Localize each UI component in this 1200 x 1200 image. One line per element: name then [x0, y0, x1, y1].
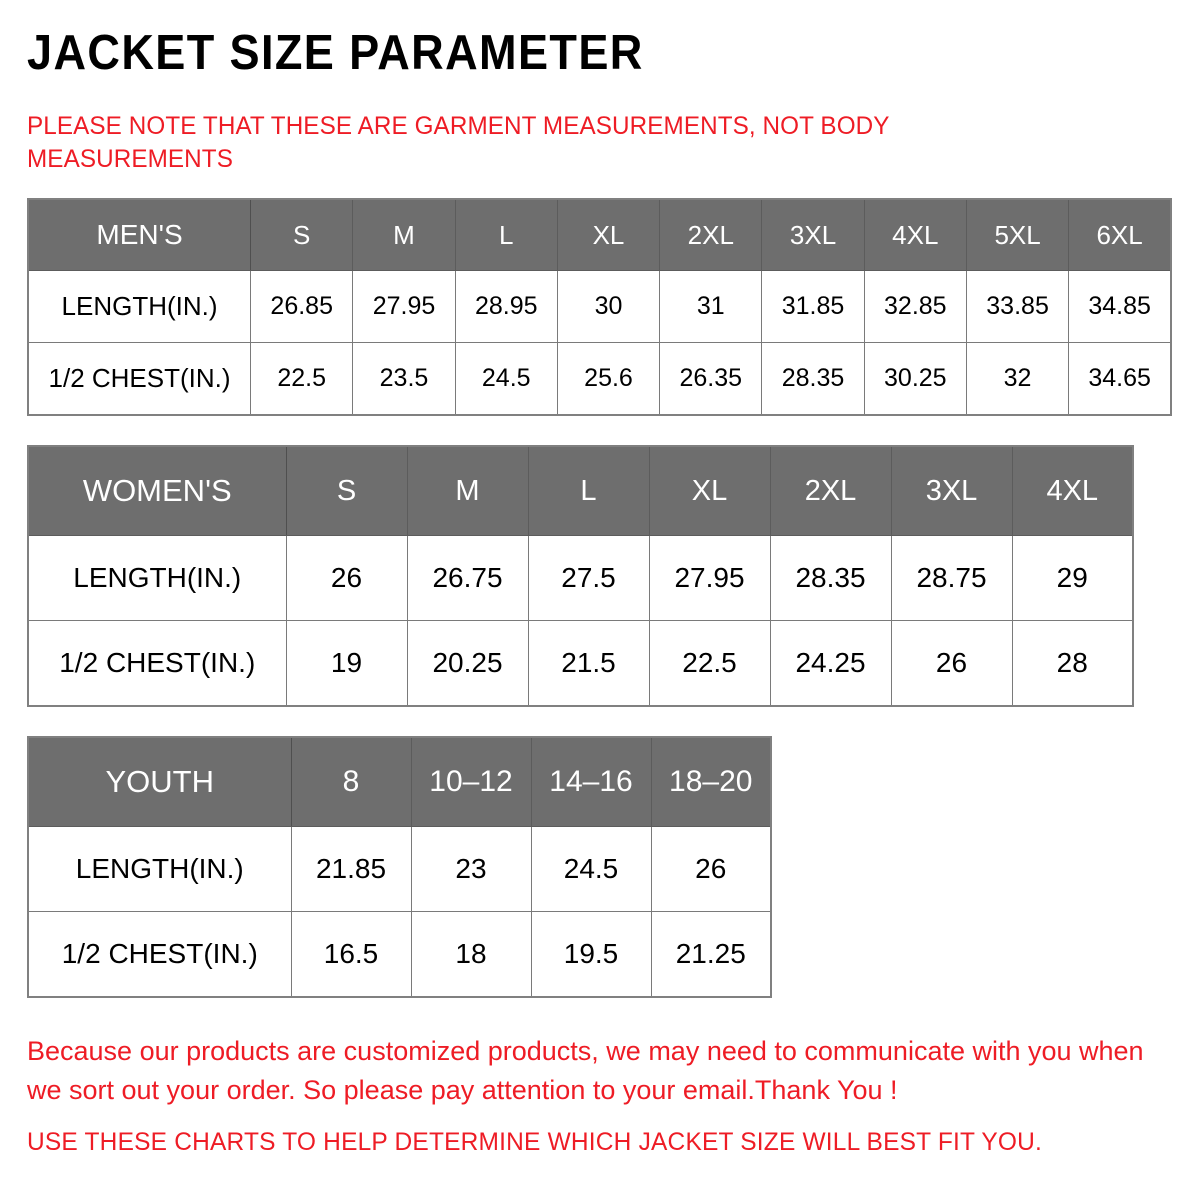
table-header-row: WOMEN'S S M L XL 2XL 3XL 4XL [27, 445, 1134, 536]
womens-table-header: WOMEN'S S M L XL 2XL 3XL 4XL [27, 445, 1134, 536]
table-cell: 30 [556, 270, 661, 343]
mens-row-label-chest: 1/2 CHEST(IN.) [27, 342, 252, 416]
table-cell: 18 [410, 911, 532, 998]
womens-col-4xl: 4XL [1011, 445, 1134, 536]
womens-col-xl: XL [648, 445, 771, 536]
table-cell: 21.25 [650, 911, 772, 998]
table-cell: 33.85 [965, 270, 1070, 343]
table-cell: 22.5 [648, 620, 771, 707]
youth-table-header: YOUTH 8 10–12 14–16 18–20 [27, 736, 772, 827]
table-cell: 28.95 [454, 270, 558, 343]
mens-col-5xl: 5XL [965, 198, 1070, 271]
table-cell: 26.35 [659, 342, 763, 416]
mens-row-label-length: LENGTH(IN.) [27, 270, 252, 343]
table-cell: 31 [659, 270, 763, 343]
table-row: 1/2 CHEST(IN.) 22.5 23.5 24.5 25.6 26.35… [27, 342, 1172, 416]
table-row: 1/2 CHEST(IN.) 16.5 18 19.5 21.25 [27, 911, 772, 998]
table-cell: 34.65 [1068, 342, 1172, 416]
womens-table-body: LENGTH(IN.) 26 26.75 27.5 27.95 28.35 28… [27, 535, 1134, 707]
table-cell: 26 [890, 620, 1013, 707]
womens-col-2xl: 2XL [769, 445, 892, 536]
mens-col-2xl: 2XL [659, 198, 763, 271]
youth-table-title: YOUTH [27, 736, 292, 827]
table-cell: 20.25 [406, 620, 529, 707]
table-cell: 24.25 [769, 620, 892, 707]
customized-products-note: Because our products are customized prod… [27, 1036, 1144, 1106]
table-cell: 32 [965, 342, 1070, 416]
youth-col-14-16: 14–16 [530, 736, 652, 827]
womens-size-table: WOMEN'S S M L XL 2XL 3XL 4XL LENGTH(IN.)… [27, 445, 1134, 707]
table-cell: 16.5 [290, 911, 412, 998]
table-cell: 30.25 [863, 342, 967, 416]
youth-col-10-12: 10–12 [410, 736, 532, 827]
table-cell: 19.5 [530, 911, 652, 998]
table-cell: 29 [1011, 535, 1134, 621]
table-cell: 23 [410, 826, 532, 912]
table-row: LENGTH(IN.) 26.85 27.95 28.95 30 31 31.8… [27, 270, 1172, 343]
mens-col-s: S [250, 198, 354, 271]
youth-size-table: YOUTH 8 10–12 14–16 18–20 LENGTH(IN.) 21… [27, 736, 772, 998]
youth-row-label-length: LENGTH(IN.) [27, 826, 292, 912]
page-title: JACKET SIZE PARAMETER [27, 26, 644, 80]
table-cell: 28.35 [769, 535, 892, 621]
table-cell: 22.5 [250, 342, 354, 416]
mens-col-4xl: 4XL [863, 198, 967, 271]
table-cell: 26 [285, 535, 408, 621]
table-cell: 24.5 [454, 342, 558, 416]
table-cell: 31.85 [761, 270, 865, 343]
table-cell: 19 [285, 620, 408, 707]
table-header-row: YOUTH 8 10–12 14–16 18–20 [27, 736, 772, 827]
youth-col-18-20: 18–20 [650, 736, 772, 827]
table-header-row: MEN'S S M L XL 2XL 3XL 4XL 5XL 6XL [27, 198, 1172, 271]
youth-row-label-chest: 1/2 CHEST(IN.) [27, 911, 292, 998]
table-cell: 27.95 [648, 535, 771, 621]
womens-row-label-chest: 1/2 CHEST(IN.) [27, 620, 287, 707]
mens-table-title: MEN'S [27, 198, 252, 271]
womens-row-label-length: LENGTH(IN.) [27, 535, 287, 621]
table-row: LENGTH(IN.) 26 26.75 27.5 27.95 28.35 28… [27, 535, 1134, 621]
table-row: LENGTH(IN.) 21.85 23 24.5 26 [27, 826, 772, 912]
womens-col-3xl: 3XL [890, 445, 1013, 536]
table-cell: 28 [1011, 620, 1134, 707]
table-cell: 24.5 [530, 826, 652, 912]
mens-size-table: MEN'S S M L XL 2XL 3XL 4XL 5XL 6XL LENGT… [27, 198, 1172, 416]
mens-col-3xl: 3XL [761, 198, 865, 271]
table-cell: 26.85 [250, 270, 354, 343]
table-cell: 32.85 [863, 270, 967, 343]
use-charts-note: USE THESE CHARTS TO HELP DETERMINE WHICH… [27, 1128, 1043, 1156]
table-cell: 34.85 [1068, 270, 1172, 343]
table-cell: 21.85 [290, 826, 412, 912]
table-cell: 27.5 [527, 535, 650, 621]
mens-col-m: M [352, 198, 456, 271]
youth-col-8: 8 [290, 736, 412, 827]
mens-table-body: LENGTH(IN.) 26.85 27.95 28.95 30 31 31.8… [27, 270, 1172, 416]
table-cell: 26.75 [406, 535, 529, 621]
table-cell: 25.6 [556, 342, 661, 416]
table-cell: 23.5 [352, 342, 456, 416]
garment-measurement-notice: PLEASE NOTE THAT THESE ARE GARMENT MEASU… [27, 112, 890, 173]
mens-table-header: MEN'S S M L XL 2XL 3XL 4XL 5XL 6XL [27, 198, 1172, 271]
table-cell: 27.95 [352, 270, 456, 343]
table-cell: 28.75 [890, 535, 1013, 621]
mens-col-xl: XL [556, 198, 661, 271]
table-cell: 28.35 [761, 342, 865, 416]
womens-col-s: S [285, 445, 408, 536]
womens-table-title: WOMEN'S [27, 445, 287, 536]
table-cell: 21.5 [527, 620, 650, 707]
mens-col-l: L [454, 198, 558, 271]
youth-table-body: LENGTH(IN.) 21.85 23 24.5 26 1/2 CHEST(I… [27, 826, 772, 998]
mens-col-6xl: 6XL [1068, 198, 1172, 271]
womens-col-l: L [527, 445, 650, 536]
womens-col-m: M [406, 445, 529, 536]
table-row: 1/2 CHEST(IN.) 19 20.25 21.5 22.5 24.25 … [27, 620, 1134, 707]
table-cell: 26 [650, 826, 772, 912]
